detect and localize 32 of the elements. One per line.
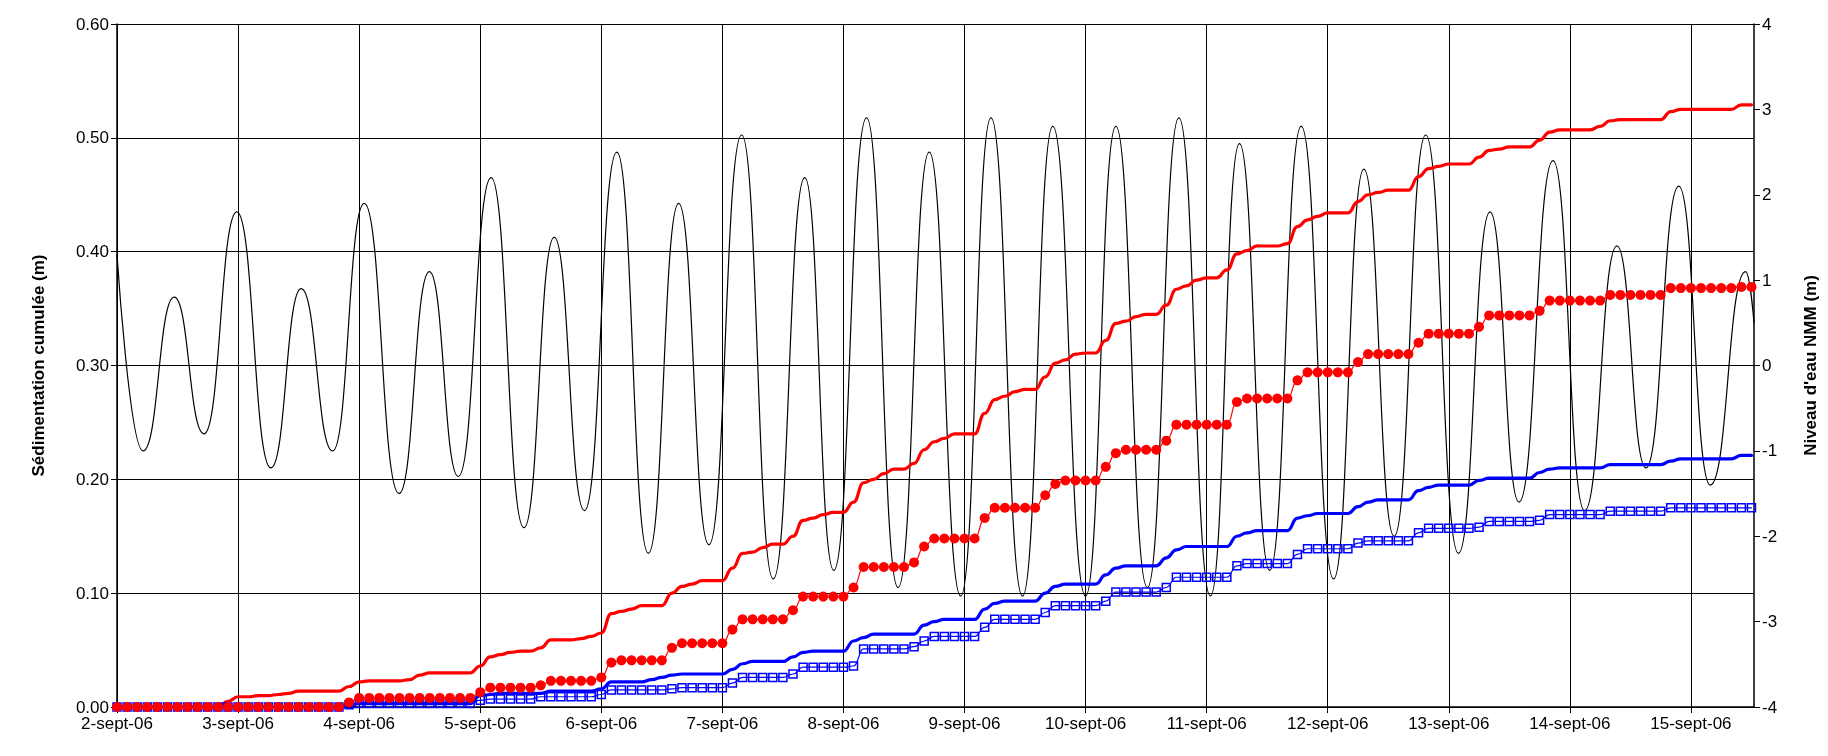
y2-axis-title: Niveau d'eau NMM (m) [1801,275,1820,456]
x-tick-label: 6-sept-06 [565,714,638,733]
y2-tick-label: 1 [1762,270,1772,290]
y2-tick-label: -2 [1762,526,1778,546]
y2-tick-label: -1 [1762,441,1778,461]
x-tick-label: 9-sept-06 [928,714,1001,733]
x-tick-label: 13-sept-06 [1408,714,1490,733]
x-tick-label: 10-sept-06 [1044,714,1127,733]
x-tick-label: 2-sept-06 [81,714,153,733]
x-tick-label: 3-sept-06 [202,714,274,733]
x-tick-label: 14-sept-06 [1529,714,1611,733]
y-tick-label: 0.40 [75,242,109,262]
x-tick-label: 7-sept-06 [686,714,759,733]
y2-tick-label: -3 [1762,612,1778,632]
y-tick-label: 0.10 [75,583,109,603]
y2-tick-label: 0 [1762,356,1772,375]
y-tick-label: 0.20 [75,469,109,489]
y-tick-label: 0.50 [75,128,109,148]
x-tick-label: 8-sept-06 [807,714,880,733]
x-tick-label: 15-sept-06 [1650,714,1732,733]
x-tick-label: 12-sept-06 [1287,714,1369,733]
y2-tick-label: -4 [1762,697,1778,717]
y2-tick-label: 3 [1762,99,1772,119]
y-tick-label: 0.00 [75,697,109,717]
x-tick-label: 5-sept-06 [444,714,517,733]
x-tick-label: 4-sept-06 [323,714,396,733]
y-tick-label: 0.60 [75,14,109,34]
y-tick-label: 0.30 [75,356,109,375]
x-tick-label: 11-sept-06 [1166,714,1247,733]
y-axis-title: Sédimentation cumulée (m) [29,254,48,477]
y2-tick-label: 4 [1762,14,1772,34]
y2-tick-label: 2 [1762,185,1772,205]
